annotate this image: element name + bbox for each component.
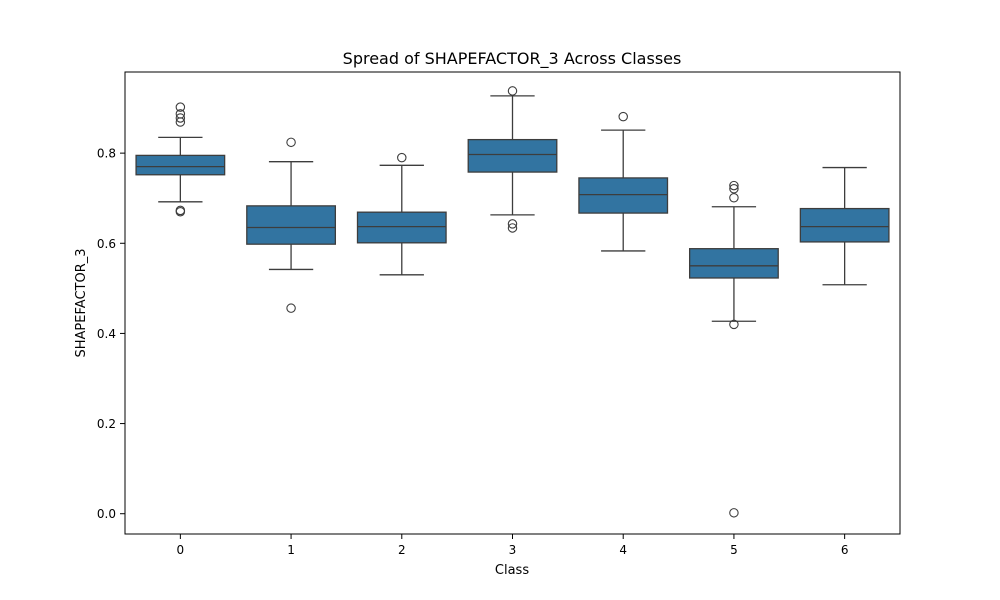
iqr-box <box>578 177 669 214</box>
outlier-point <box>507 223 518 233</box>
x-axis: 0 1 2 3 4 5 6 <box>177 534 849 557</box>
box-class-0 <box>135 102 226 217</box>
x-tick-label: 3 <box>509 543 517 557</box>
box-class-1 <box>246 137 337 313</box>
outlier-point <box>729 193 739 203</box>
outlier-point <box>175 117 186 127</box>
x-tick-label: 1 <box>287 543 295 557</box>
iqr-box <box>246 205 337 245</box>
y-tick-label: 0.0 <box>97 507 116 521</box>
outlier-point <box>618 111 628 122</box>
outlier-point <box>286 137 296 148</box>
x-tick-label: 4 <box>619 543 627 557</box>
box-class-2 <box>356 152 447 276</box>
plot-marks <box>135 86 890 518</box>
x-tick-label: 5 <box>730 543 738 557</box>
outlier-point <box>175 102 186 112</box>
iqr-box <box>135 154 226 176</box>
outlier-point <box>175 206 186 217</box>
outlier-point <box>729 319 739 330</box>
x-tick-label: 2 <box>398 543 406 557</box>
x-tick-label: 6 <box>841 543 849 557</box>
box-class-6 <box>799 166 890 286</box>
iqr-box <box>467 138 558 173</box>
outlier-point <box>507 86 518 96</box>
iqr-box <box>688 248 779 279</box>
outlier-point <box>286 303 296 313</box>
y-tick-label: 0.6 <box>97 237 116 251</box>
outlier-point <box>507 219 518 229</box>
outlier-point <box>397 152 407 163</box>
y-tick-label: 0.8 <box>97 147 116 161</box>
chart-title: Spread of SHAPEFACTOR_3 Across Classes <box>343 49 682 69</box>
box-class-3 <box>467 86 558 233</box>
outlier-point <box>729 180 739 191</box>
y-tick-label: 0.4 <box>97 327 116 341</box>
y-tick-label: 0.2 <box>97 417 116 431</box>
iqr-box <box>799 207 890 243</box>
outlier-point <box>175 113 186 123</box>
outlier-point <box>729 183 739 194</box>
y-axis: 0.0 0.2 0.4 0.6 0.8 <box>97 147 125 521</box>
x-tick-label: 0 <box>177 543 185 557</box>
x-axis-label: Class <box>495 563 529 578</box>
iqr-box <box>356 211 447 244</box>
y-axis-label: SHAPEFACTOR_3 <box>74 249 89 358</box>
outlier-point <box>729 508 739 518</box>
box-class-4 <box>578 111 669 252</box>
box-class-5 <box>688 180 779 518</box>
